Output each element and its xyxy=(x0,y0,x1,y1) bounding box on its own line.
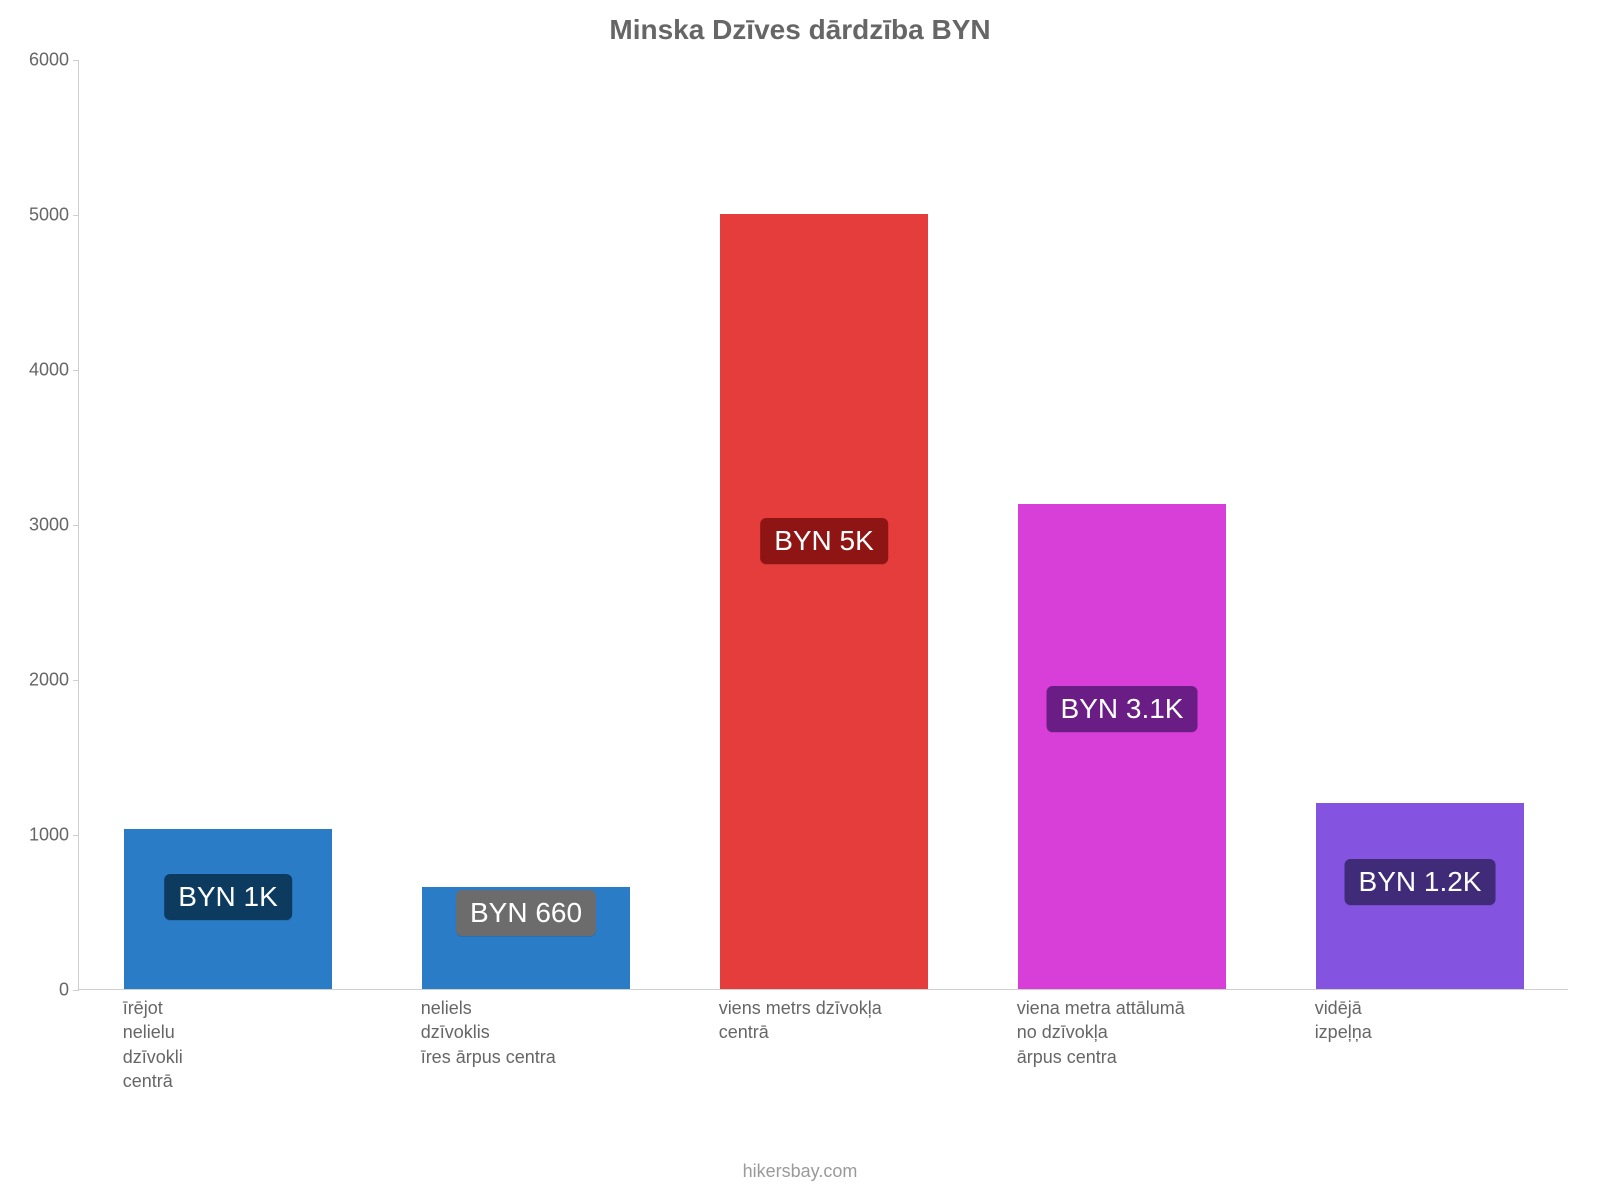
x-category-line: viena metra attālumā xyxy=(1017,996,1266,1020)
y-tick-label: 2000 xyxy=(19,670,79,691)
y-tick-label: 4000 xyxy=(19,360,79,381)
x-category-line: īres ārpus centra xyxy=(421,1045,670,1069)
x-category-line: dzīvoklis xyxy=(421,1020,670,1044)
y-tick-label: 3000 xyxy=(19,515,79,536)
x-category-line: no dzīvokļa xyxy=(1017,1020,1266,1044)
x-category-line: neliels xyxy=(421,996,670,1020)
x-category-line: vidējā xyxy=(1315,996,1564,1020)
bar xyxy=(720,214,929,989)
x-category-label: viena metra attālumāno dzīvokļaārpus cen… xyxy=(1017,996,1266,1069)
bar-value-label: BYN 660 xyxy=(456,890,596,936)
y-tick-label: 6000 xyxy=(19,50,79,71)
chart-footer: hikersbay.com xyxy=(0,1161,1600,1182)
x-category-line: centrā xyxy=(123,1069,372,1093)
bar-value-label: BYN 3.1K xyxy=(1047,686,1198,732)
x-category-line: izpeļņa xyxy=(1315,1020,1564,1044)
y-tick-label: 1000 xyxy=(19,825,79,846)
x-category-line: centrā xyxy=(719,1020,968,1044)
cost-of-living-bar-chart: Minska Dzīves dārdzība BYN BYN 1K BYN 660… xyxy=(0,0,1600,1200)
bar xyxy=(1018,504,1227,989)
x-category-line: dzīvokli xyxy=(123,1045,372,1069)
y-tick-label: 0 xyxy=(19,980,79,1001)
y-tick-label: 5000 xyxy=(19,205,79,226)
bar-value-label: BYN 5K xyxy=(760,518,888,564)
chart-title: Minska Dzīves dārdzība BYN xyxy=(0,14,1600,46)
bar-value-label: BYN 1K xyxy=(164,874,292,920)
x-category-label: vidējāizpeļņa xyxy=(1315,996,1564,1045)
x-category-label: viens metrs dzīvokļacentrā xyxy=(719,996,968,1045)
x-category-label: nelielsdzīvoklisīres ārpus centra xyxy=(421,996,670,1069)
bars-layer: BYN 1K BYN 660 BYN 5K BYN 3.1K BYN 1.2K xyxy=(79,60,1568,989)
x-category-label: īrējotnelieludzīvoklicentrā xyxy=(123,996,372,1093)
x-category-line: viens metrs dzīvokļa xyxy=(719,996,968,1020)
bar-value-label: BYN 1.2K xyxy=(1345,859,1496,905)
x-category-line: ārpus centra xyxy=(1017,1045,1266,1069)
x-category-line: īrējot xyxy=(123,996,372,1020)
x-category-line: nelielu xyxy=(123,1020,372,1044)
plot-area: BYN 1KBYN 660BYN 5KBYN 3.1KBYN 1.2K 0100… xyxy=(78,60,1568,990)
